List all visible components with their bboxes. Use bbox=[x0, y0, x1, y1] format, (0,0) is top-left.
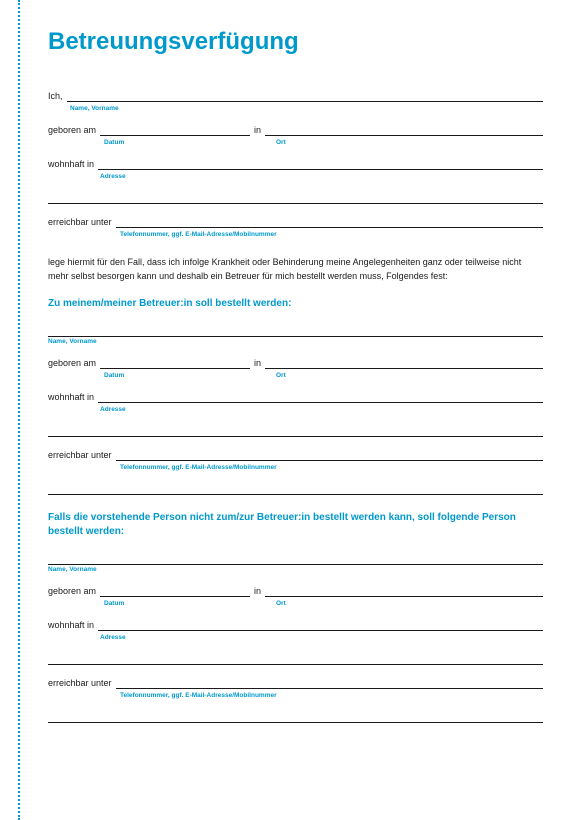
s2-reach-row: erreichbar unter bbox=[48, 677, 543, 689]
s1-born-row: geboren am in bbox=[48, 357, 543, 369]
s1-born-hint-row: Datum Ort bbox=[48, 371, 543, 379]
s2-addr-hint-row: Adresse bbox=[48, 633, 543, 641]
s1-in-label: in bbox=[250, 358, 265, 369]
s2-born-label: geboren am bbox=[48, 586, 100, 597]
section1-heading: Zu meinem/meiner Betreuer:in soll bestel… bbox=[48, 297, 543, 311]
s2-born-hint: Datum bbox=[104, 599, 262, 607]
self-in-hint: Ort bbox=[276, 138, 286, 146]
s2-in-input[interactable] bbox=[265, 585, 543, 597]
self-reach-label: erreichbar unter bbox=[48, 217, 116, 228]
self-reach-input[interactable] bbox=[116, 216, 543, 228]
self-addr-hint: Adresse bbox=[100, 172, 126, 180]
s2-reach-hint-row: Telefonnummer, ggf. E-Mail-Adresse/Mobil… bbox=[48, 691, 543, 699]
declaration-paragraph: lege hiermit für den Fall, dass ich info… bbox=[48, 256, 543, 283]
page-title: Betreuungsverfügung bbox=[48, 28, 543, 56]
s2-born-row: geboren am in bbox=[48, 585, 543, 597]
self-addr-input[interactable] bbox=[98, 158, 543, 170]
s1-addr-hint-row: Adresse bbox=[48, 405, 543, 413]
self-reach-row: erreichbar unter bbox=[48, 216, 543, 228]
self-in-label: in bbox=[250, 125, 265, 136]
s1-addr-line2[interactable] bbox=[48, 425, 543, 437]
s2-name-input[interactable] bbox=[48, 553, 543, 565]
s1-in-input[interactable] bbox=[265, 357, 543, 369]
self-born-row: geboren am in bbox=[48, 124, 543, 136]
self-addr-label: wohnhaft in bbox=[48, 159, 98, 170]
s2-born-hint-row: Datum Ort bbox=[48, 599, 543, 607]
s2-reach-input[interactable] bbox=[116, 677, 543, 689]
s2-reach-label: erreichbar unter bbox=[48, 678, 116, 689]
s2-in-label: in bbox=[250, 586, 265, 597]
self-addr-row: wohnhaft in bbox=[48, 158, 543, 170]
self-reach-hint-row: Telefonnummer, ggf. E-Mail-Adresse/Mobil… bbox=[48, 230, 543, 238]
s1-reach-row: erreichbar unter bbox=[48, 449, 543, 461]
s2-addr-hint: Adresse bbox=[100, 633, 126, 641]
s1-name-input[interactable] bbox=[48, 325, 543, 337]
self-name-row: Ich, bbox=[48, 90, 543, 102]
s1-addr-hint: Adresse bbox=[100, 405, 126, 413]
s2-reach-hint: Telefonnummer, ggf. E-Mail-Adresse/Mobil… bbox=[120, 691, 277, 699]
s2-reach-line2[interactable] bbox=[48, 711, 543, 723]
s2-addr-label: wohnhaft in bbox=[48, 620, 98, 631]
left-dotted-border bbox=[18, 0, 20, 820]
self-prefix: Ich, bbox=[48, 91, 67, 102]
self-reach-hint: Telefonnummer, ggf. E-Mail-Adresse/Mobil… bbox=[120, 230, 277, 238]
s1-reach-input[interactable] bbox=[116, 449, 543, 461]
s1-addr-row: wohnhaft in bbox=[48, 391, 543, 403]
section2-heading: Falls die vorstehende Person nicht zum/z… bbox=[48, 511, 543, 539]
self-born-input[interactable] bbox=[100, 124, 250, 136]
s2-born-input[interactable] bbox=[100, 585, 250, 597]
self-addr-line2[interactable] bbox=[48, 192, 543, 204]
s2-addr-row: wohnhaft in bbox=[48, 619, 543, 631]
page-content: Betreuungsverfügung Ich, Name, Vorname g… bbox=[0, 0, 579, 755]
s2-in-hint: Ort bbox=[276, 599, 286, 607]
s1-addr-label: wohnhaft in bbox=[48, 392, 98, 403]
self-name-input[interactable] bbox=[67, 90, 543, 102]
s1-reach-label: erreichbar unter bbox=[48, 450, 116, 461]
self-addr-hint-row: Adresse bbox=[48, 172, 543, 180]
self-born-hint: Datum bbox=[104, 138, 262, 146]
s1-reach-hint: Telefonnummer, ggf. E-Mail-Adresse/Mobil… bbox=[120, 463, 277, 471]
self-name-hint-row: Name, Vorname bbox=[48, 104, 543, 112]
self-name-hint: Name, Vorname bbox=[70, 104, 119, 112]
s1-reach-line2[interactable] bbox=[48, 483, 543, 495]
s1-in-hint: Ort bbox=[276, 371, 286, 379]
s1-born-label: geboren am bbox=[48, 358, 100, 369]
self-born-label: geboren am bbox=[48, 125, 100, 136]
s2-addr-line2[interactable] bbox=[48, 653, 543, 665]
s2-addr-input[interactable] bbox=[98, 619, 543, 631]
s1-born-input[interactable] bbox=[100, 357, 250, 369]
self-in-input[interactable] bbox=[265, 124, 543, 136]
s1-addr-input[interactable] bbox=[98, 391, 543, 403]
s1-reach-hint-row: Telefonnummer, ggf. E-Mail-Adresse/Mobil… bbox=[48, 463, 543, 471]
s1-born-hint: Datum bbox=[104, 371, 262, 379]
self-born-hint-row: Datum Ort bbox=[48, 138, 543, 146]
s2-name-hint: Name, Vorname bbox=[48, 565, 543, 573]
s1-name-hint: Name, Vorname bbox=[48, 337, 543, 345]
